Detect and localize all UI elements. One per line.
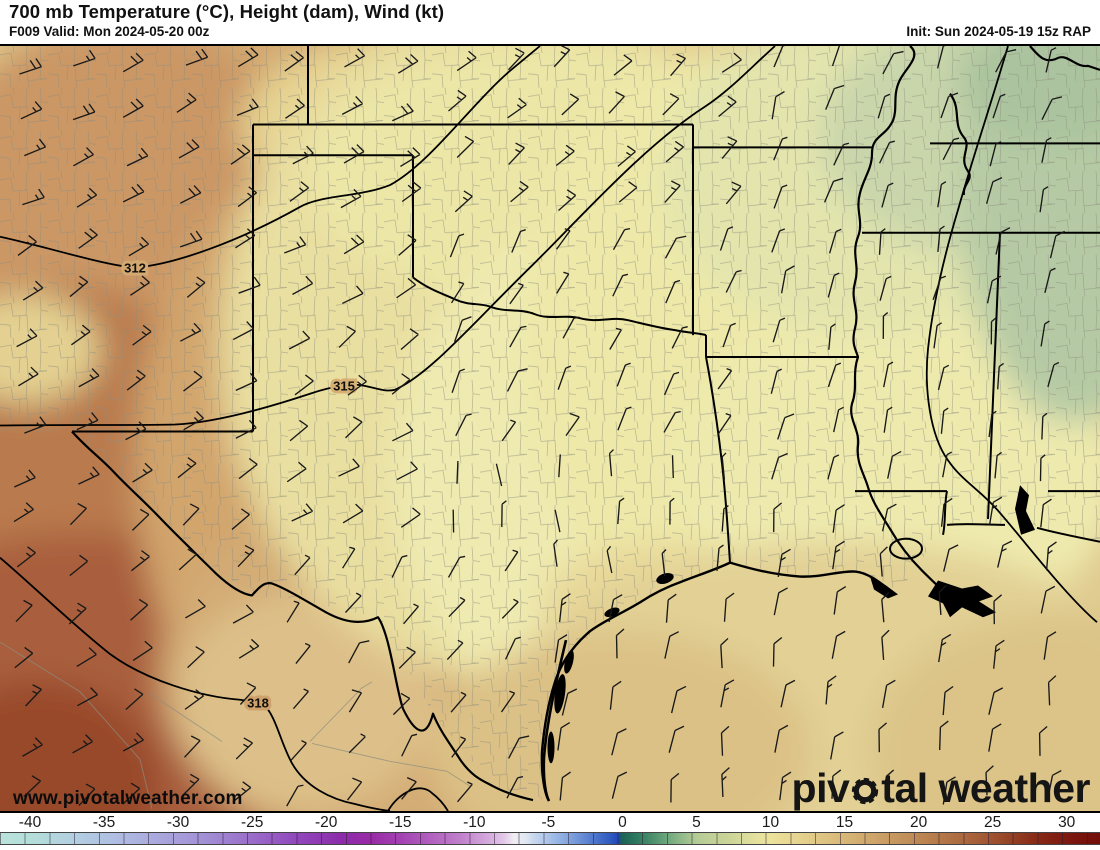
coastline-layer — [540, 485, 1100, 802]
colorbar-tick-label: -35 — [92, 814, 116, 831]
pivotal-weather-logo: piv tal weather — [791, 765, 1091, 811]
colorbar-gradient — [0, 832, 1100, 845]
valid-time-label: F009 Valid: Mon 2024-05-20 00z — [9, 23, 210, 39]
colorbar-tick-label: -40 — [18, 814, 42, 831]
colorbar-tick-label: -25 — [240, 814, 264, 831]
tennessee-river — [1029, 46, 1100, 71]
colorbar-tick-label: 30 — [1058, 814, 1076, 831]
colorbar-tick-labels: -40 -35 -30 -25 -20 -15 -10 -5 0 5 10 15 20 25 30 — [0, 813, 1100, 832]
weather-map-canvas[interactable]: 312 315 318 www.pivotalweather.com piv t… — [0, 44, 1100, 813]
colorbar-tick-label: 5 — [692, 814, 701, 831]
colorbar-tick-label: 10 — [761, 814, 780, 831]
contour-east — [925, 46, 1098, 623]
contour-labels: 312 315 318 — [121, 258, 358, 714]
init-time-label: Init: Sun 2024-05-19 15z RAP — [906, 23, 1091, 39]
wind-barbs — [13, 46, 1066, 807]
logo-text-right: tal weather — [881, 765, 1090, 811]
colorbar: -40 -35 -30 -25 -20 -15 -10 -5 0 5 10 15 20 25 30 — [0, 813, 1100, 850]
page-title: 700 mb Temperature (°C), Height (dam), W… — [9, 1, 445, 22]
colorbar-tick-label: 0 — [618, 814, 627, 831]
contour-315 — [0, 46, 776, 427]
mississippi-river — [850, 46, 953, 600]
contour-label-318: 318 — [247, 696, 269, 711]
contour-label-315: 315 — [333, 379, 355, 394]
contour-312 — [0, 46, 541, 269]
header: 700 mb Temperature (°C), Height (dam), W… — [0, 0, 1100, 44]
logo-text-left: piv — [791, 765, 850, 811]
colorbar-tick-label: -10 — [463, 814, 486, 831]
wind-barbs-layer — [13, 46, 1066, 807]
contour-label-312: 312 — [124, 261, 146, 276]
colorbar-tick-label: -20 — [314, 814, 338, 831]
mexico-state-lines — [0, 641, 471, 810]
watermark-url: www.pivotalweather.com — [13, 788, 243, 809]
gear-icon — [852, 777, 879, 804]
rivers-layer — [71, 46, 1100, 802]
height-contours-layer — [0, 46, 1098, 811]
colorbar-tick-label: -15 — [389, 814, 412, 831]
colorbar-tick-label: -30 — [166, 814, 190, 831]
state-borders-layer — [72, 46, 1100, 563]
colorbar-tick-label: 25 — [984, 814, 1002, 831]
rio-grande-river — [71, 430, 534, 802]
colorbar-tick-label: 15 — [835, 814, 854, 831]
colorbar-tick-label: 20 — [909, 814, 928, 831]
colorbar-tick-label: -5 — [541, 814, 556, 831]
contour-318 — [0, 556, 391, 811]
